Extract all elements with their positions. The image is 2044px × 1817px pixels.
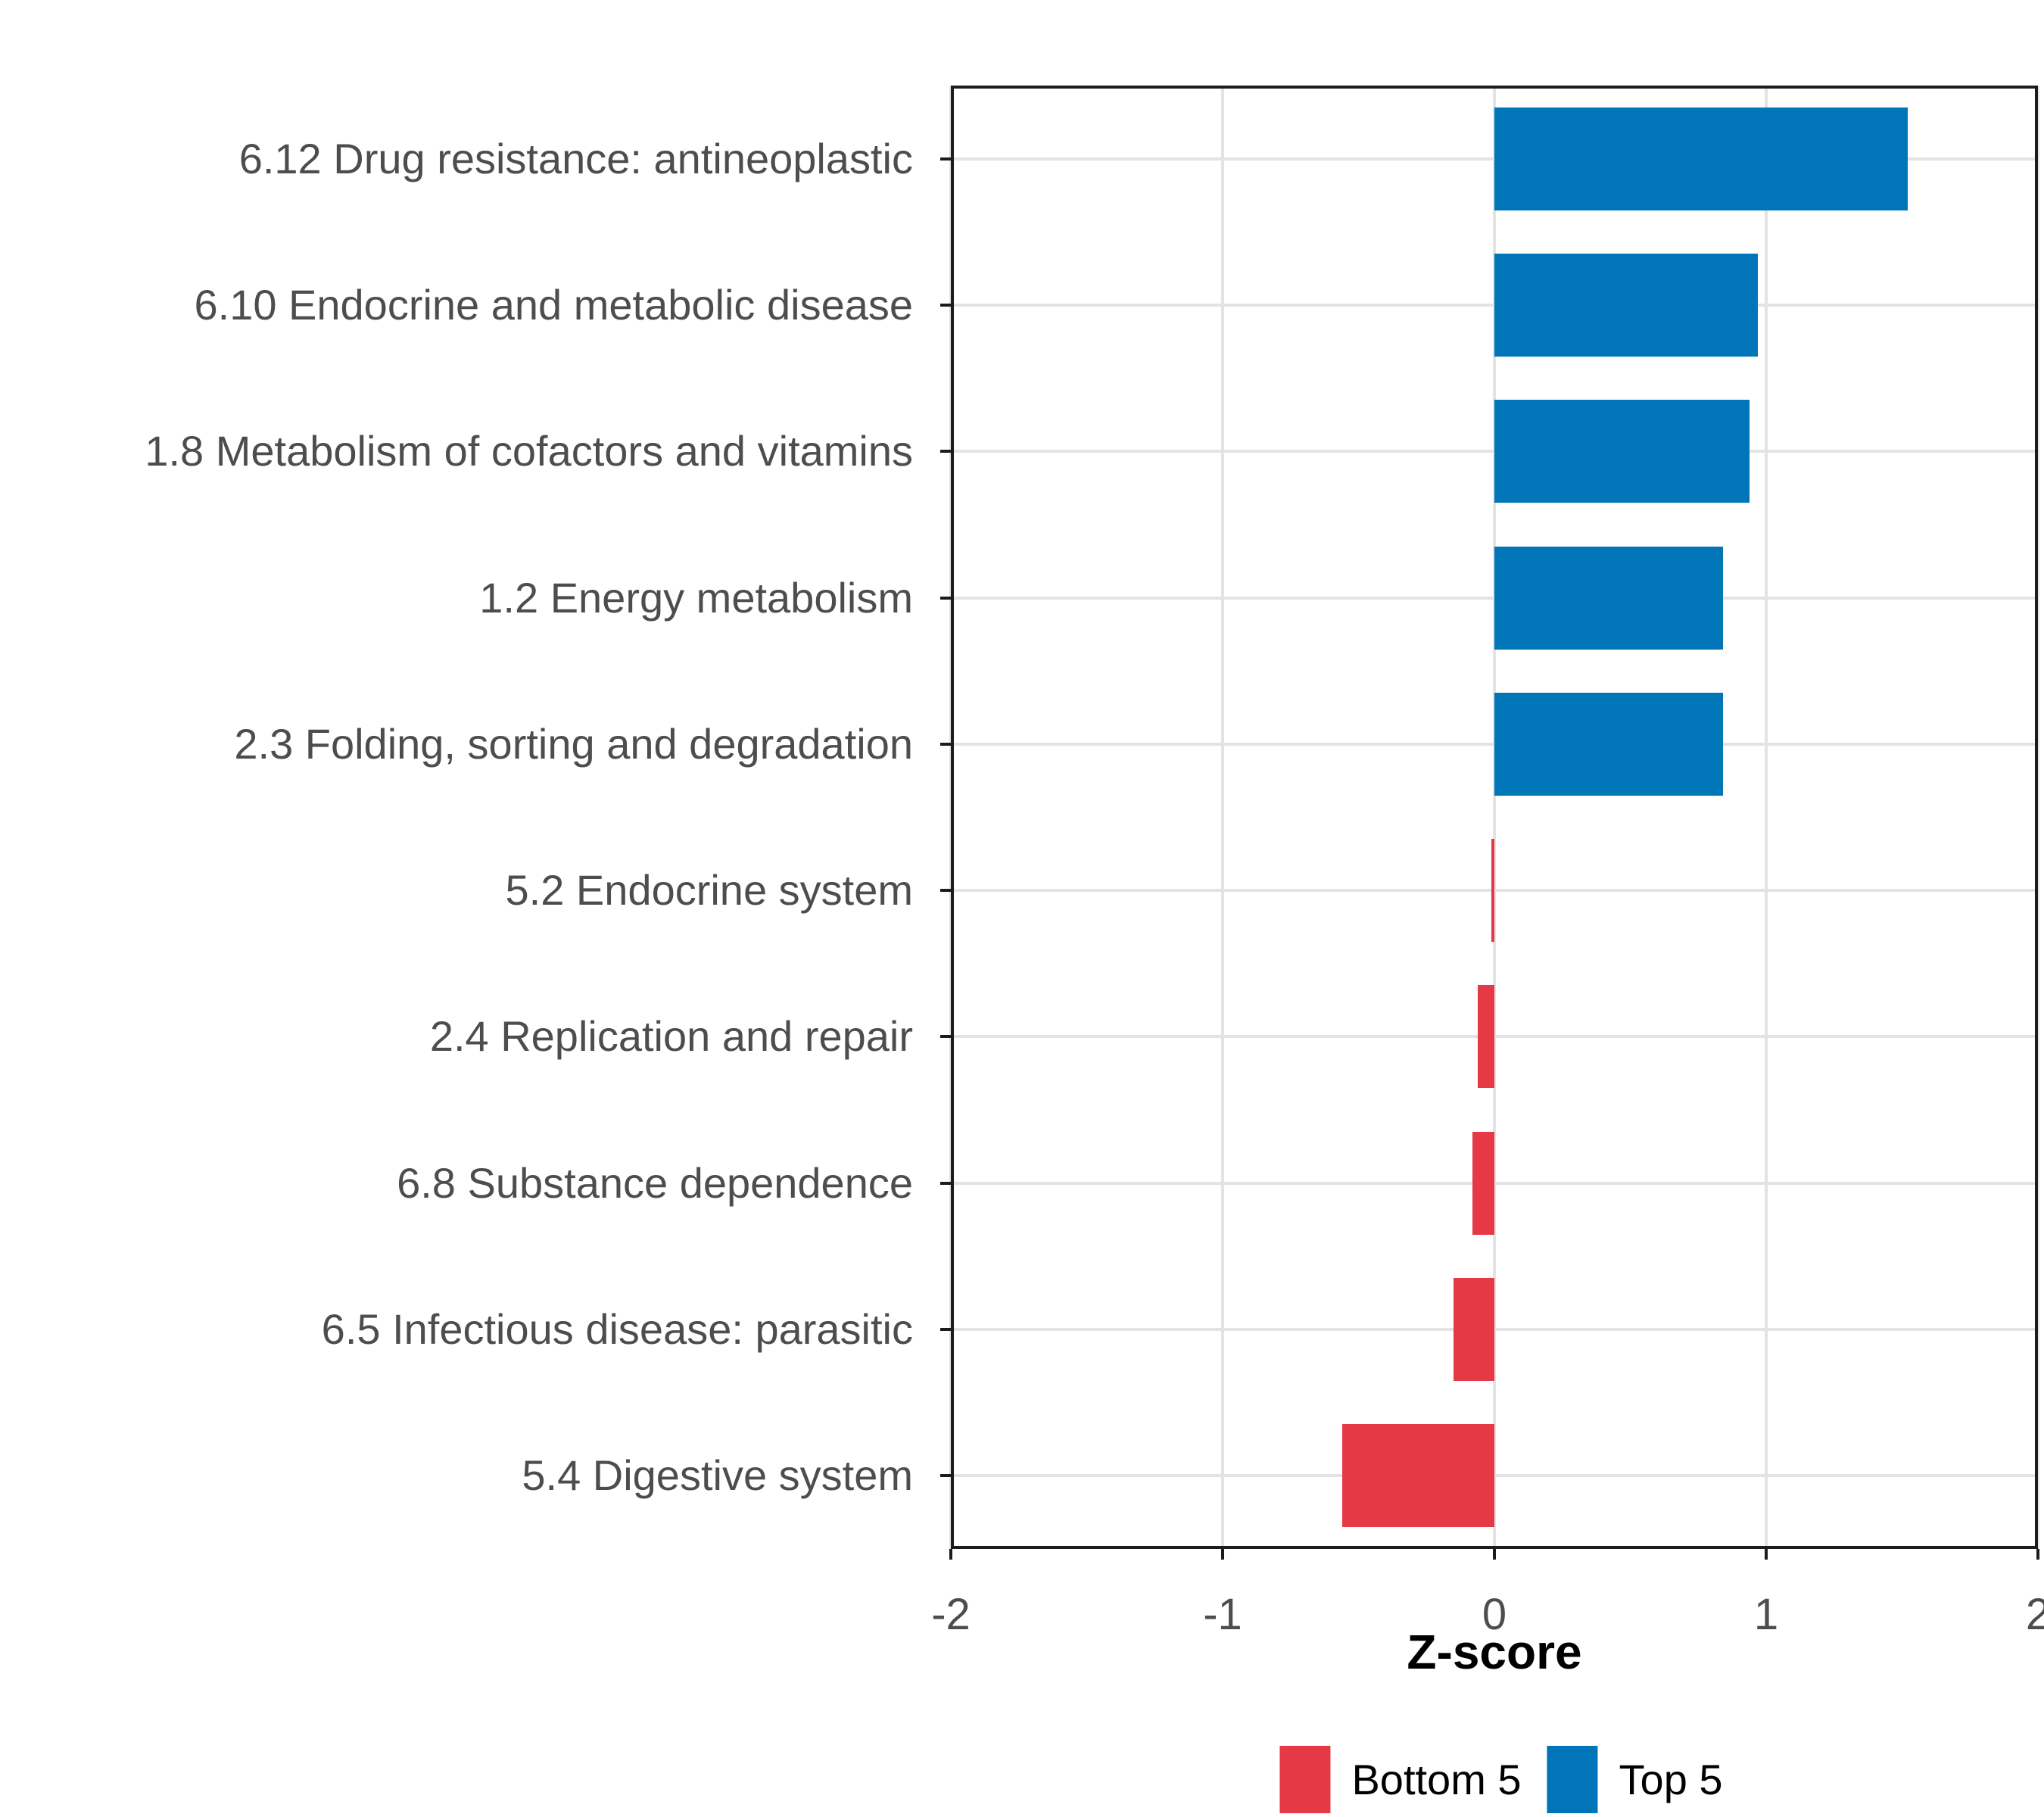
y-axis-label: 6.12 Drug resistance: antineoplastic bbox=[238, 134, 913, 182]
y-gridline bbox=[951, 1328, 2038, 1332]
x-tick-label: 2 bbox=[2025, 1590, 2044, 1639]
x-tick bbox=[2036, 1549, 2039, 1560]
y-axis-label: 6.5 Infectious disease: parasitic bbox=[321, 1305, 913, 1354]
y-axis-label: 1.8 Metabolism of cofactors and vitamins bbox=[145, 427, 913, 475]
y-tick bbox=[940, 889, 951, 893]
y-axis-label: 2.3 Folding, sorting and degradation bbox=[234, 719, 913, 768]
y-gridline bbox=[951, 1035, 2038, 1039]
y-axis-label: 1.2 Energy metabolism bbox=[479, 573, 913, 622]
y-tick bbox=[940, 1181, 951, 1185]
x-tick-label: -2 bbox=[931, 1590, 971, 1639]
y-axis-label: 6.8 Substance dependence bbox=[397, 1158, 913, 1207]
y-gridline bbox=[951, 1474, 2038, 1478]
y-axis-label: 5.2 Endocrine system bbox=[505, 866, 913, 915]
y-tick bbox=[940, 1035, 951, 1039]
x-tick-label: 0 bbox=[1482, 1590, 1507, 1639]
y-tick bbox=[940, 1474, 951, 1478]
bar bbox=[1454, 1278, 1494, 1382]
x-gridline bbox=[2036, 86, 2039, 1549]
legend-item-top5: Top 5 bbox=[1547, 1746, 1723, 1813]
bar bbox=[1494, 692, 1723, 796]
y-gridline bbox=[951, 889, 2038, 893]
bar bbox=[1472, 1131, 1494, 1235]
legend: Bottom 5 Top 5 bbox=[1279, 1746, 1723, 1813]
x-tick bbox=[1765, 1549, 1768, 1560]
x-gridline bbox=[1221, 86, 1224, 1549]
bar bbox=[1491, 839, 1494, 943]
y-tick bbox=[940, 596, 951, 600]
y-tick bbox=[940, 157, 951, 161]
y-gridline bbox=[951, 1181, 2038, 1185]
bar bbox=[1494, 400, 1750, 503]
bar bbox=[1494, 253, 1759, 357]
y-tick bbox=[940, 1328, 951, 1332]
legend-label-bottom5: Bottom 5 bbox=[1351, 1755, 1522, 1803]
x-tick-label: 1 bbox=[1753, 1590, 1779, 1639]
y-tick bbox=[940, 742, 951, 746]
legend-item-bottom5: Bottom 5 bbox=[1279, 1746, 1522, 1813]
bar bbox=[1494, 546, 1723, 650]
bar bbox=[1341, 1424, 1494, 1528]
x-tick bbox=[1493, 1549, 1496, 1560]
legend-swatch-bottom5-icon bbox=[1279, 1746, 1331, 1813]
bar bbox=[1478, 985, 1494, 1089]
y-axis-label: 2.4 Replication and repair bbox=[429, 1012, 913, 1061]
y-axis-label: 5.4 Digestive system bbox=[522, 1451, 913, 1500]
y-tick bbox=[940, 450, 951, 453]
bar bbox=[1494, 107, 1908, 210]
y-axis-label: 6.10 Endocrine and metabolic disease bbox=[194, 280, 913, 329]
x-tick bbox=[949, 1549, 952, 1560]
x-gridline bbox=[1493, 86, 1496, 1549]
x-axis-title: Z-score bbox=[1407, 1625, 1582, 1679]
x-tick-label: -1 bbox=[1203, 1590, 1242, 1639]
legend-swatch-top5-icon bbox=[1547, 1746, 1598, 1813]
x-gridline bbox=[1765, 86, 1768, 1549]
y-tick bbox=[940, 303, 951, 307]
legend-label-top5: Top 5 bbox=[1619, 1755, 1723, 1803]
x-tick bbox=[1221, 1549, 1224, 1560]
